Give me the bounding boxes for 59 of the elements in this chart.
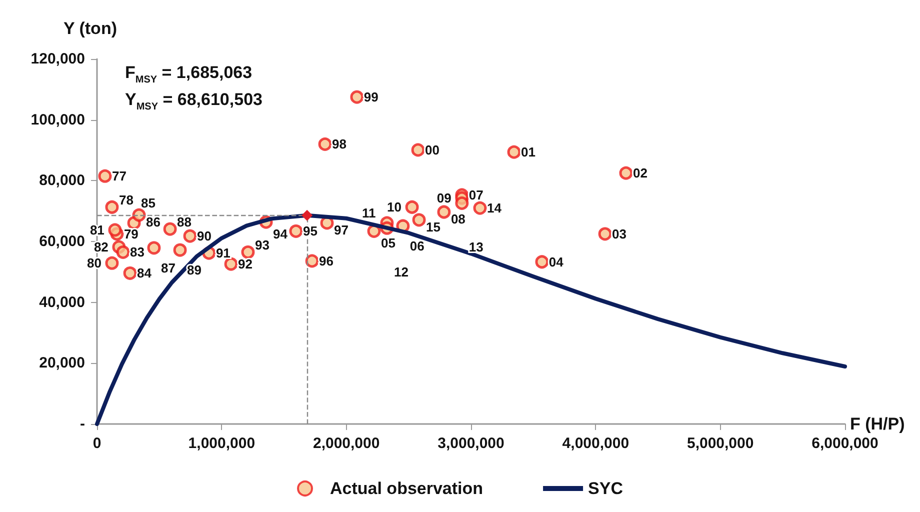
annotation: 15 <box>426 219 440 234</box>
annotation: 07 <box>468 187 484 202</box>
annotation: 97 <box>334 222 348 238</box>
annotation: 95 <box>302 224 318 239</box>
annotation: 14 <box>486 200 502 216</box>
annotation: 03 <box>612 226 626 242</box>
annotation: 98 <box>332 136 346 152</box>
y-tick-label: 120,000 <box>30 50 85 68</box>
annotation: 87 <box>160 260 176 276</box>
annotation: 92 <box>238 256 252 272</box>
annotation: 08 <box>450 211 466 226</box>
y-axis-title: Y (ton) <box>63 19 117 38</box>
y-tick-label: 100,000 <box>30 111 85 128</box>
annotation: F$_{MSY}$ = 1,685,063 <box>125 63 252 86</box>
annotation: 77 <box>112 168 126 184</box>
y-tick-label: 60,000 <box>39 233 85 250</box>
x-tick-label: 4,000,000 <box>562 435 630 452</box>
annotation: 90 <box>197 228 212 244</box>
annotation: 10 <box>387 200 402 215</box>
annotation: 91 <box>216 246 230 261</box>
annotation: 12 <box>394 264 408 280</box>
x-tick-label: 6,000,000 <box>812 435 878 452</box>
legend-label: Actual observation <box>330 479 484 498</box>
annotation: 88 <box>177 214 192 230</box>
annotation: 84 <box>137 266 152 281</box>
annotation: 13 <box>468 240 484 255</box>
x-tick-label: 0 <box>92 435 102 452</box>
annotation: 79 <box>124 226 138 242</box>
y-tick-label: 20,000 <box>39 354 85 372</box>
annotation: 11 <box>362 205 376 220</box>
x-tick-label: 1,000,000 <box>188 435 256 452</box>
annotation: Y$_{MSY}$ = 68,610,503 <box>125 90 262 112</box>
annotation: 81 <box>90 222 104 238</box>
annotation: 06 <box>410 238 424 254</box>
annotation: 04 <box>548 254 564 270</box>
x-tick-label: 5,000,000 <box>686 435 754 452</box>
annotation: 09 <box>436 190 452 206</box>
annotation: 82 <box>94 239 108 254</box>
legend-label: SYC <box>588 479 624 498</box>
annotation: 94 <box>273 226 288 242</box>
y-tick-label: 40,000 <box>39 294 85 311</box>
annotation: 83 <box>130 244 145 260</box>
annotation: 05 <box>381 236 396 251</box>
annotation: 00 <box>425 142 440 158</box>
annotation: 85 <box>141 195 156 210</box>
x-tick-label: 3,000,000 <box>438 435 504 452</box>
annotation: 99 <box>364 90 378 105</box>
annotation: 86 <box>146 214 160 230</box>
annotation: 78 <box>118 192 134 208</box>
annotation: 96 <box>319 253 334 268</box>
annotation: 89 <box>187 262 202 278</box>
annotation: 93 <box>254 238 270 253</box>
y-tick-label: - <box>80 416 85 432</box>
y-tick-label: 80,000 <box>39 172 85 190</box>
x-tick-label: 2,000,000 <box>312 435 380 452</box>
annotation: 02 <box>632 166 648 181</box>
annotation: 01 <box>521 144 536 160</box>
x-axis-title: F (H/P) <box>850 414 905 434</box>
annotation: 80 <box>86 256 102 271</box>
